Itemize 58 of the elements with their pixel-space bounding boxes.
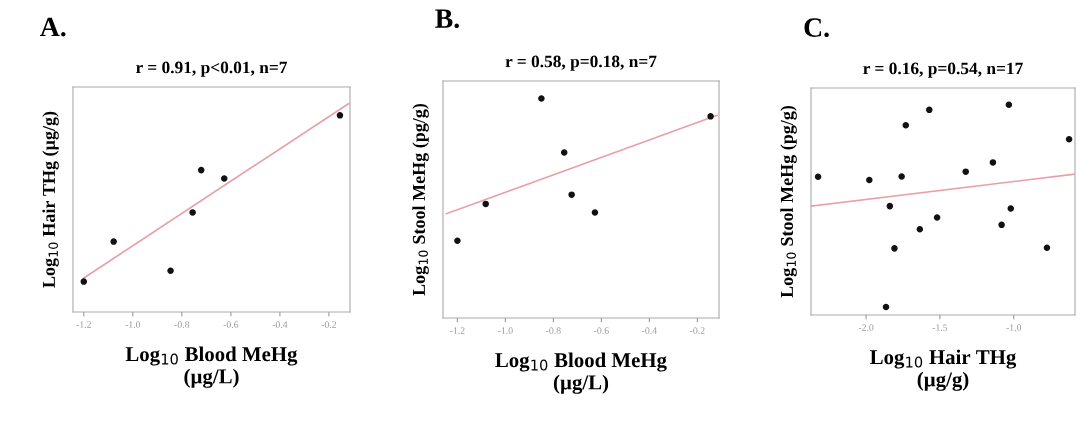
x-tick-label: -0.2 (690, 327, 705, 334)
point (482, 200, 489, 208)
point (568, 191, 575, 198)
y-axis-title: Log$_{10}$ Hair THg (µg/g) (42, 111, 59, 288)
point (989, 159, 997, 166)
point (189, 209, 196, 216)
point (891, 245, 898, 252)
x-tick-label: -0.4 (272, 321, 288, 328)
point (336, 112, 344, 119)
point (220, 175, 228, 182)
point (167, 267, 174, 275)
x-tick-label: -0.2 (321, 321, 337, 328)
point (962, 168, 969, 175)
x-tick-label: -2.0 (858, 324, 874, 331)
point (882, 303, 890, 311)
chart-subtitle: r = 0.58, p=0.18, n=7 (505, 55, 657, 71)
point (707, 113, 714, 120)
point (916, 225, 924, 233)
point (560, 149, 568, 156)
point (591, 209, 599, 216)
y-axis-title: Log$_{10}$ Stool MeHg (pg/g) (412, 103, 429, 296)
x-axis-title: Log$_{10}$ Blood MeHg (µg/L) (125, 346, 298, 388)
x-tick-label: -1.0 (1006, 324, 1022, 331)
chart-subtitle: r = 0.16, p=0.54, n=17 (863, 62, 1023, 78)
x-tick-label: -0.8 (546, 327, 561, 334)
x-tick-label: -1.5 (932, 324, 948, 331)
chart-title: B. (435, 9, 459, 29)
x-tick-label: -1.2 (76, 321, 91, 328)
point (454, 237, 461, 245)
chart-subtitle: r = 0.91, p<0.01, n=7 (136, 61, 288, 77)
point (902, 121, 910, 129)
point (1065, 136, 1073, 143)
point (538, 95, 545, 102)
x-tick-label: -0.8 (174, 321, 190, 328)
point (197, 166, 205, 174)
point (80, 278, 88, 285)
point (926, 106, 933, 114)
point (866, 176, 873, 184)
point (1007, 205, 1015, 212)
point (933, 214, 941, 221)
x-tick-label: -1.2 (450, 327, 465, 334)
x-axis-title: Log$_{10}$ Blood MeHg (µg/L) (495, 352, 667, 394)
x-tick-label: -1.0 (125, 321, 141, 328)
point (898, 173, 905, 180)
chart-title: C. (804, 18, 829, 38)
point (110, 238, 117, 245)
point (998, 221, 1005, 229)
point (1005, 101, 1013, 109)
point (1043, 244, 1051, 251)
x-tick-label: -1.0 (498, 327, 513, 334)
x-tick-label: -0.4 (642, 327, 657, 334)
y-axis-title: Log$_{10}$ Stool MeHg (pg/g) (780, 105, 797, 298)
point (814, 173, 822, 180)
x-axis-title: Log$_{10}$ Hair THg (µg/g) (870, 349, 1017, 391)
x-tick-label: -0.6 (223, 321, 239, 328)
x-tick-label: -0.6 (594, 327, 609, 334)
chart-title: A. (40, 17, 66, 37)
point (886, 202, 894, 210)
